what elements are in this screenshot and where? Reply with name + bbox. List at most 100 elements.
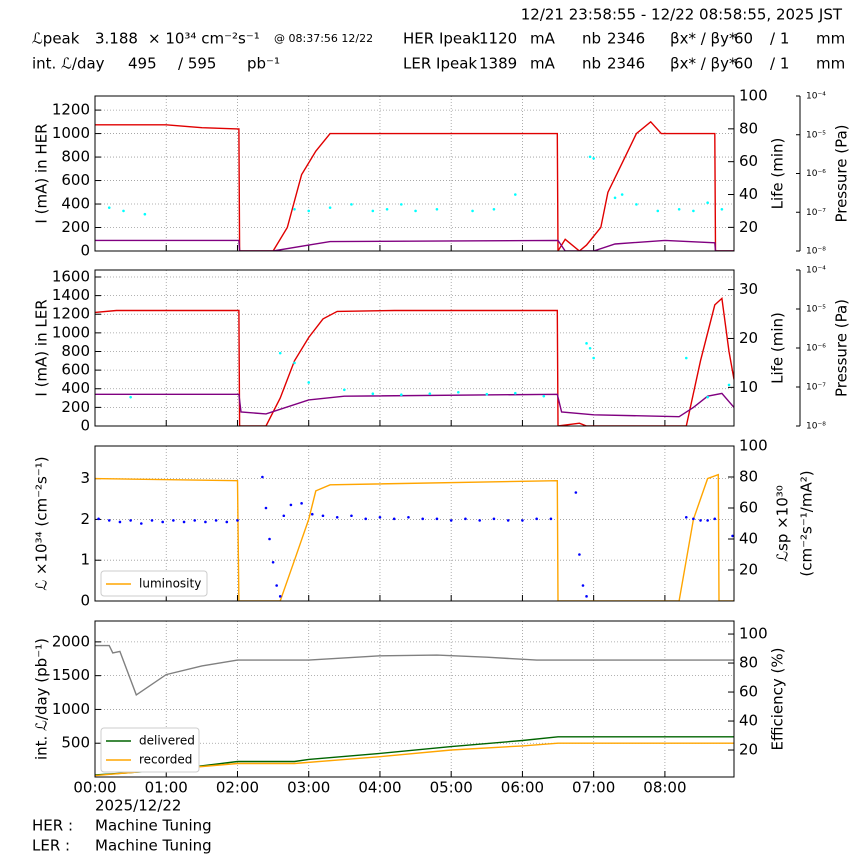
y3-tick-label: 10⁻⁷ <box>806 208 826 218</box>
header-item: 495 <box>128 55 157 73</box>
header-item: 2346 <box>607 55 645 73</box>
header-item: mm <box>816 30 845 48</box>
data-point <box>140 522 143 525</box>
data-point <box>677 207 681 211</box>
data-point <box>107 206 111 209</box>
data-point <box>407 516 410 519</box>
header-item: LER Ipeak <box>403 55 477 73</box>
data-point <box>271 560 275 564</box>
y-tick-label: 0 <box>80 592 90 610</box>
data-point <box>129 519 132 522</box>
data-point <box>282 514 286 518</box>
y-tick-label: 400 <box>61 379 90 397</box>
data-point <box>492 517 496 521</box>
y-tick-label: 1000 <box>52 700 90 718</box>
y-tick-label: 500 <box>61 734 90 752</box>
y2-tick-label: 20 <box>739 741 758 759</box>
legend-label: luminosity <box>139 577 201 591</box>
y-tick-label: 200 <box>61 398 90 416</box>
header-item: 1120 <box>479 30 517 48</box>
data-point <box>278 351 282 355</box>
x-tick-label: 00:00 <box>73 779 116 797</box>
y2-tick-label: 40 <box>739 185 758 203</box>
data-point <box>421 517 424 521</box>
data-point <box>118 520 122 524</box>
y2-label: Life (min) <box>769 312 787 384</box>
y-label: I (mA) in LER <box>33 299 51 396</box>
y-tick-label: 400 <box>61 195 90 213</box>
data-point <box>268 537 271 541</box>
y2-label: Efficiency (%) <box>769 648 787 751</box>
series-line <box>95 473 734 601</box>
data-point <box>350 203 353 206</box>
header-item: @ 08:37:56 12/22 <box>274 32 373 45</box>
data-point <box>182 520 186 524</box>
header-item: HER Ipeak <box>403 30 480 48</box>
x-tick-label: 06:00 <box>501 779 544 797</box>
header-item: pb⁻¹ <box>247 55 280 73</box>
y2-tick-label: 30 <box>739 280 758 298</box>
data-point <box>585 342 588 345</box>
data-point <box>620 193 624 196</box>
data-point <box>400 393 403 397</box>
data-point <box>457 390 460 394</box>
data-point <box>656 209 660 213</box>
y2-tick-label: 20 <box>739 329 758 347</box>
y2-label: ℒsp ×10³⁰ <box>774 485 792 562</box>
data-point <box>506 519 510 522</box>
header-item: / 595 <box>178 55 216 73</box>
header-item: 60 <box>734 55 753 73</box>
y2-tick-label: 60 <box>739 683 758 701</box>
x-date: 2025/12/22 <box>95 797 181 815</box>
header-item: βx* / βy* <box>670 55 737 73</box>
data-point <box>278 595 282 598</box>
header-item: nb <box>582 55 601 73</box>
y-tick-label: 1600 <box>52 267 90 285</box>
data-point <box>706 201 709 205</box>
header-item: 1389 <box>479 55 517 73</box>
data-point <box>521 519 524 522</box>
data-point <box>364 517 368 521</box>
y-tick-label: 1000 <box>52 124 90 142</box>
her-label: HER : <box>32 817 73 835</box>
x-tick-label: 02:00 <box>216 779 259 797</box>
y-tick-label: 800 <box>61 342 90 360</box>
data-point <box>122 209 125 213</box>
ler-label: LER : <box>32 837 70 855</box>
y2-tick-label: 80 <box>739 654 758 672</box>
data-point <box>143 212 147 216</box>
data-point <box>193 519 197 522</box>
y2-tick-label: 40 <box>739 712 758 730</box>
header-item: 60 <box>734 30 753 48</box>
y-tick-label: 3 <box>80 469 90 487</box>
plot-frame <box>94 269 735 427</box>
data-point <box>400 203 403 206</box>
y-tick-label: 1200 <box>52 305 90 323</box>
legend-label: delivered <box>139 734 195 748</box>
data-point <box>720 207 724 211</box>
y-tick-label: 1 <box>80 551 90 569</box>
legend-label: recorded <box>139 753 192 767</box>
x-tick-label: 03:00 <box>287 779 330 797</box>
series-line <box>95 742 734 777</box>
data-point <box>321 514 325 518</box>
data-point <box>293 361 296 365</box>
y2-tick-label: 40 <box>739 530 758 548</box>
x-tick-label: 01:00 <box>145 779 188 797</box>
y2-tick-label: 60 <box>739 152 758 170</box>
data-point <box>485 392 489 396</box>
plot-area <box>95 473 734 601</box>
data-point <box>592 157 595 160</box>
plot-area <box>95 120 734 251</box>
data-point <box>706 395 709 399</box>
y2-tick-label: 80 <box>739 468 758 486</box>
y3-tick-label: 10⁻⁶ <box>806 169 826 179</box>
data-point <box>300 502 303 505</box>
plot-frame <box>94 620 735 778</box>
y-tick-label: 2000 <box>52 632 90 650</box>
y-tick-label: 800 <box>61 148 90 166</box>
data-point <box>275 584 278 587</box>
header-item: nb <box>582 30 601 48</box>
ler-state: Machine Tuning <box>95 837 212 855</box>
y3-tick-label: 10⁻⁶ <box>806 344 826 354</box>
